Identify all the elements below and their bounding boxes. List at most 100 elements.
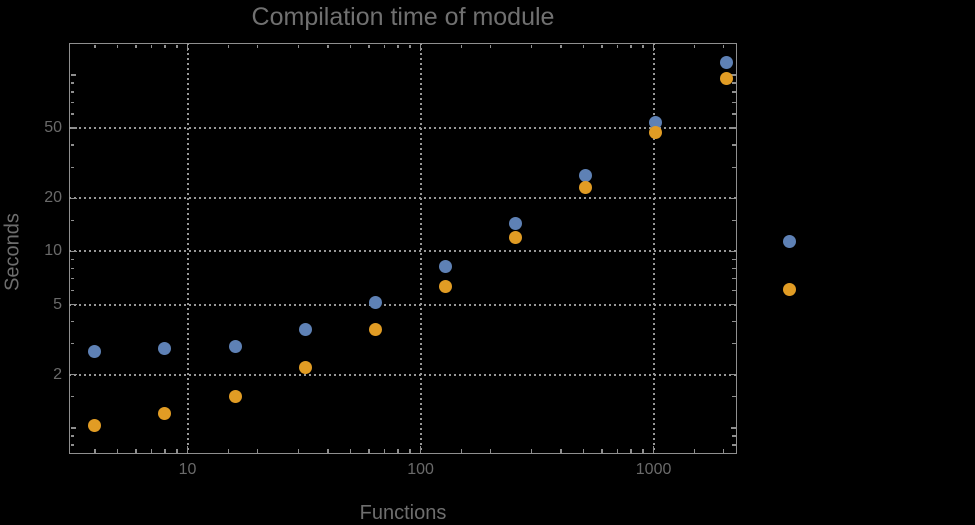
y-tick-6 (732, 289, 736, 292)
y-tick-3 (732, 342, 736, 345)
y-tick-40 (70, 144, 74, 146)
grid-line-x-1000 (652, 43, 655, 454)
y-tick-9 (70, 258, 74, 261)
x-tick-30 (297, 449, 300, 453)
y-tick-90 (70, 82, 74, 84)
y-tick-label-5: 5 (53, 295, 62, 313)
y-tick-10 (70, 250, 77, 253)
grid-line-x-100 (419, 43, 422, 454)
x-tick-15 (227, 44, 230, 48)
x-tick-400 (560, 44, 562, 48)
x-tick-label-100: 100 (407, 461, 434, 478)
y-tick-10 (729, 250, 736, 253)
y-tick-15 (732, 219, 736, 222)
x-tick-9 (176, 449, 178, 453)
x-tick-150 (460, 449, 463, 453)
x-tick-2000 (722, 44, 725, 48)
x-tick-600 (601, 449, 603, 453)
data-point-series-2-orange-x128 (439, 280, 453, 294)
y-tick-100 (730, 74, 736, 76)
y-tick-50 (70, 127, 77, 129)
x-tick-400 (560, 449, 562, 453)
y-tick-4 (70, 320, 74, 323)
data-point-series-1-blue-x2048 (719, 55, 733, 69)
x-tick-40 (327, 449, 329, 453)
y-tick-15 (70, 219, 74, 222)
y-tick-5 (729, 303, 736, 306)
y-tick-4 (732, 320, 736, 323)
plot-frame (69, 43, 737, 454)
x-tick-60 (368, 44, 370, 48)
y-tick-8 (70, 267, 74, 270)
y-tick-label-20: 20 (44, 189, 62, 207)
y-tick-0.8 (70, 444, 74, 446)
chart-title: Compilation time of module (251, 3, 555, 31)
x-tick-300 (530, 44, 533, 48)
y-tick-40 (732, 144, 736, 146)
y-tick-90 (732, 82, 736, 84)
x-tick-6 (135, 44, 137, 48)
x-axis-label: Functions (359, 502, 447, 524)
x-tick-label-10: 10 (178, 461, 197, 478)
x-tick-70 (383, 44, 386, 48)
grid-line-y-5 (69, 303, 737, 306)
data-point-series-2-orange-x512 (579, 181, 593, 195)
data-point-series-2-orange-x32 (298, 360, 312, 374)
y-tick-3 (70, 342, 74, 345)
x-tick-80 (397, 44, 399, 48)
x-tick-60 (368, 449, 370, 453)
legend-marker-1 (782, 234, 796, 248)
y-tick-1.5 (70, 395, 74, 398)
x-tick-6 (135, 449, 137, 453)
y-tick-8 (732, 267, 736, 270)
data-point-series-2-orange-x64 (368, 323, 382, 337)
x-tick-1000 (652, 446, 655, 453)
y-tick-70 (70, 101, 74, 104)
y-tick-50 (729, 127, 736, 129)
y-tick-80 (732, 91, 736, 93)
y-tick-1 (730, 427, 736, 429)
y-tick-9 (732, 258, 736, 261)
data-point-series-2-orange-x4 (88, 419, 102, 432)
y-tick-100 (70, 74, 76, 76)
x-tick-4 (94, 44, 96, 48)
x-tick-4 (94, 449, 96, 453)
legend-marker-2 (782, 282, 796, 296)
y-tick-80 (70, 91, 74, 93)
x-tick-900 (642, 44, 644, 48)
x-tick-7 (150, 44, 153, 48)
data-point-series-1-blue-x4 (88, 345, 102, 359)
y-tick-60 (70, 113, 74, 115)
y-tick-60 (732, 113, 736, 115)
grid-line-y-20 (69, 197, 737, 200)
x-tick-50 (349, 44, 352, 48)
y-tick-2 (729, 373, 736, 376)
y-tick-1.5 (732, 395, 736, 398)
x-tick-100 (419, 44, 422, 51)
data-point-series-1-blue-x16 (228, 339, 242, 353)
data-point-series-1-blue-x128 (439, 260, 453, 274)
y-tick-2 (70, 373, 77, 376)
x-tick-label-1000: 1000 (635, 461, 672, 478)
y-tick-6 (70, 289, 74, 292)
x-tick-40 (327, 44, 329, 48)
data-point-series-1-blue-x512 (579, 168, 593, 182)
x-tick-5 (116, 44, 119, 48)
x-tick-800 (630, 449, 632, 453)
grid-line-x-10 (186, 43, 189, 454)
x-tick-300 (530, 449, 533, 453)
data-point-series-2-orange-x16 (228, 390, 242, 404)
y-tick-0.9 (732, 435, 736, 437)
y-tick-0.9 (70, 435, 74, 437)
x-tick-30 (297, 44, 300, 48)
x-tick-9 (176, 44, 178, 48)
x-tick-500 (582, 44, 585, 48)
x-tick-700 (616, 449, 619, 453)
x-tick-7 (150, 449, 153, 453)
data-point-series-1-blue-x8 (158, 342, 172, 356)
y-tick-70 (732, 101, 736, 104)
x-tick-700 (616, 44, 619, 48)
x-tick-900 (642, 449, 644, 453)
x-tick-15 (227, 449, 230, 453)
x-tick-10 (186, 44, 189, 51)
